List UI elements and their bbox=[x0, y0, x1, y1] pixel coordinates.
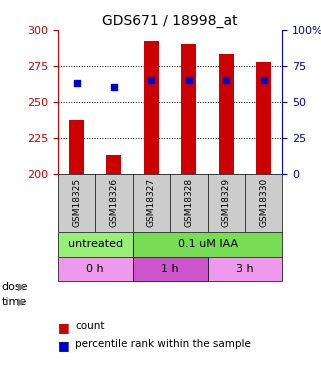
Text: GSM18328: GSM18328 bbox=[184, 178, 193, 227]
Bar bbox=[219, 54, 234, 174]
Text: GSM18329: GSM18329 bbox=[222, 178, 231, 227]
Text: GSM18326: GSM18326 bbox=[109, 178, 118, 227]
Bar bbox=[58, 232, 133, 256]
Text: ■: ■ bbox=[58, 321, 70, 334]
Point bbox=[111, 84, 117, 90]
Text: GSM18325: GSM18325 bbox=[72, 178, 81, 227]
Text: untreated: untreated bbox=[68, 239, 123, 249]
Text: ■: ■ bbox=[58, 339, 70, 352]
Text: time: time bbox=[2, 297, 27, 307]
Point bbox=[74, 80, 79, 86]
Text: 1 h: 1 h bbox=[161, 264, 179, 274]
Bar bbox=[69, 120, 84, 174]
Bar bbox=[208, 256, 282, 281]
Bar bbox=[256, 62, 271, 174]
Text: 0.1 uM IAA: 0.1 uM IAA bbox=[178, 239, 238, 249]
Bar bbox=[144, 42, 159, 174]
Text: count: count bbox=[75, 321, 105, 331]
Bar bbox=[133, 256, 208, 281]
Point bbox=[261, 77, 266, 83]
Text: 0 h: 0 h bbox=[86, 264, 104, 274]
Text: ▶: ▶ bbox=[18, 297, 25, 307]
Title: GDS671 / 18998_at: GDS671 / 18998_at bbox=[102, 13, 238, 28]
Point bbox=[149, 77, 154, 83]
Text: dose: dose bbox=[2, 282, 28, 292]
Text: percentile rank within the sample: percentile rank within the sample bbox=[75, 339, 251, 350]
Text: 3 h: 3 h bbox=[236, 264, 254, 274]
Text: GSM18327: GSM18327 bbox=[147, 178, 156, 227]
Bar bbox=[107, 155, 121, 174]
Text: GSM18330: GSM18330 bbox=[259, 178, 268, 227]
Text: ▶: ▶ bbox=[18, 282, 25, 292]
Bar bbox=[133, 232, 282, 256]
Point bbox=[224, 77, 229, 83]
Point bbox=[186, 77, 191, 83]
Bar bbox=[181, 44, 196, 174]
Bar bbox=[58, 256, 133, 281]
